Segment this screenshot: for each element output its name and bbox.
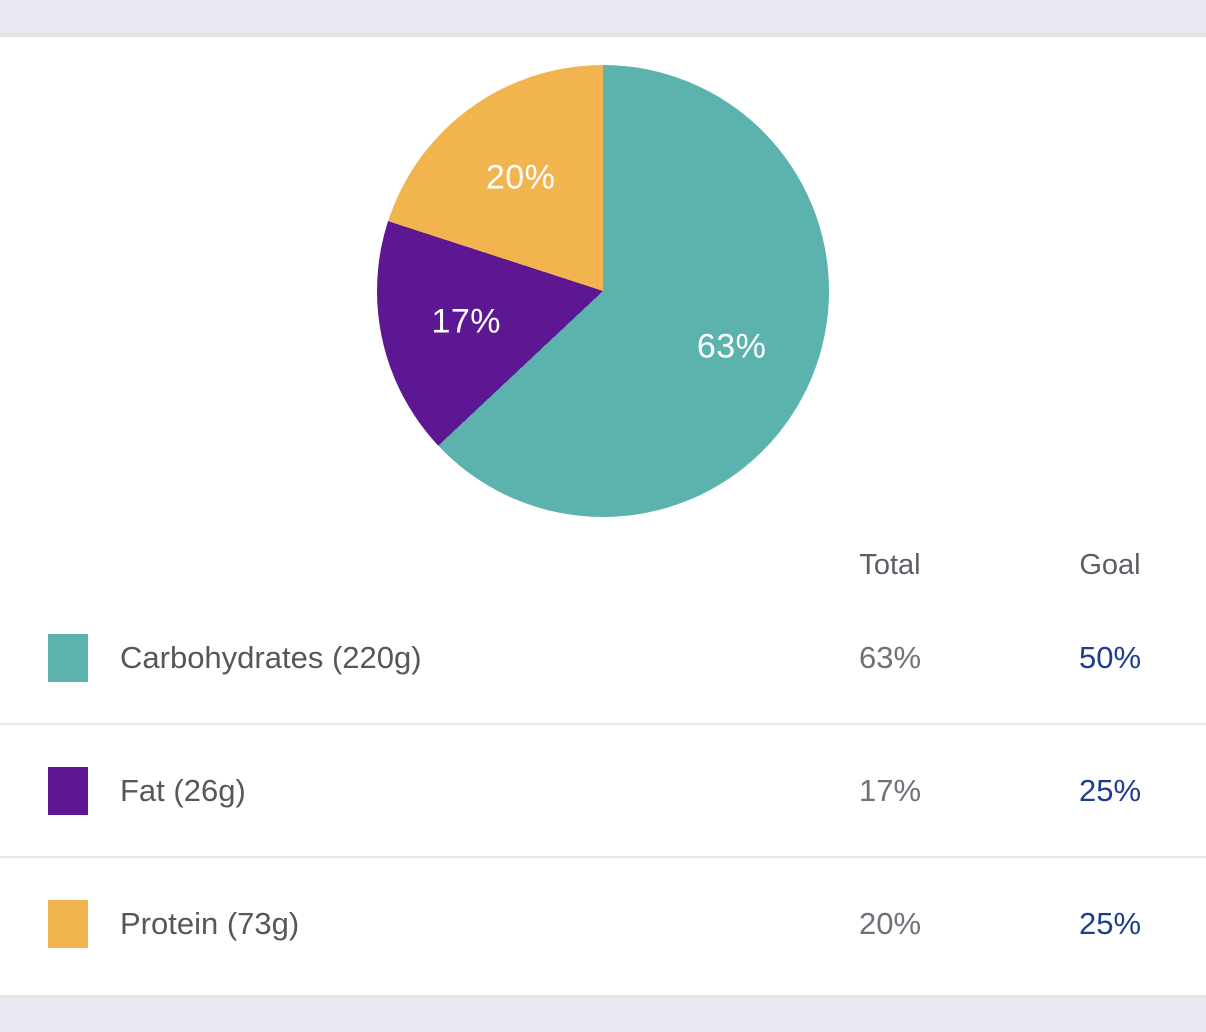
protein-color-swatch [48,899,88,948]
pie-slice-label: 17% [431,302,502,341]
total-column-header: Total [859,548,921,581]
top-chrome-bar [0,0,1206,37]
fat-goal-value: 25% [1078,772,1142,808]
pie-slice-label: 63% [696,327,767,366]
table-row-fat: Fat (26g) 17% 25% [0,723,1206,856]
row-label-protein: Protein (73g) [120,905,300,941]
carbohydrates-color-swatch [48,633,88,682]
swatch-cell [0,766,120,815]
row-label-carbohydrates: Carbohydrates (220g) [120,639,422,675]
protein-total-value: 20% [858,905,922,941]
pie-chart: 63% 17% 20% [377,65,829,517]
bottom-chrome-bar [0,995,1206,1032]
table-row-carbohydrates: Carbohydrates (220g) 63% 50% [0,592,1206,723]
fat-total-value: 17% [858,772,922,808]
swatch-cell [0,899,120,948]
macros-table: Total Goal Carbohydrates (220g) 63% 50% … [0,538,1206,989]
protein-goal-value: 25% [1078,905,1142,941]
fat-color-swatch [48,766,88,815]
table-header-row: Total Goal [0,538,1206,592]
carbohydrates-goal-value: 50% [1078,639,1142,675]
carbohydrates-total-value: 63% [858,639,922,675]
row-label-fat: Fat (26g) [120,772,246,808]
pie-slice-label: 20% [485,158,556,197]
table-row-protein: Protein (73g) 20% 25% [0,856,1206,989]
goal-column-header: Goal [1079,548,1141,581]
swatch-cell [0,633,120,682]
